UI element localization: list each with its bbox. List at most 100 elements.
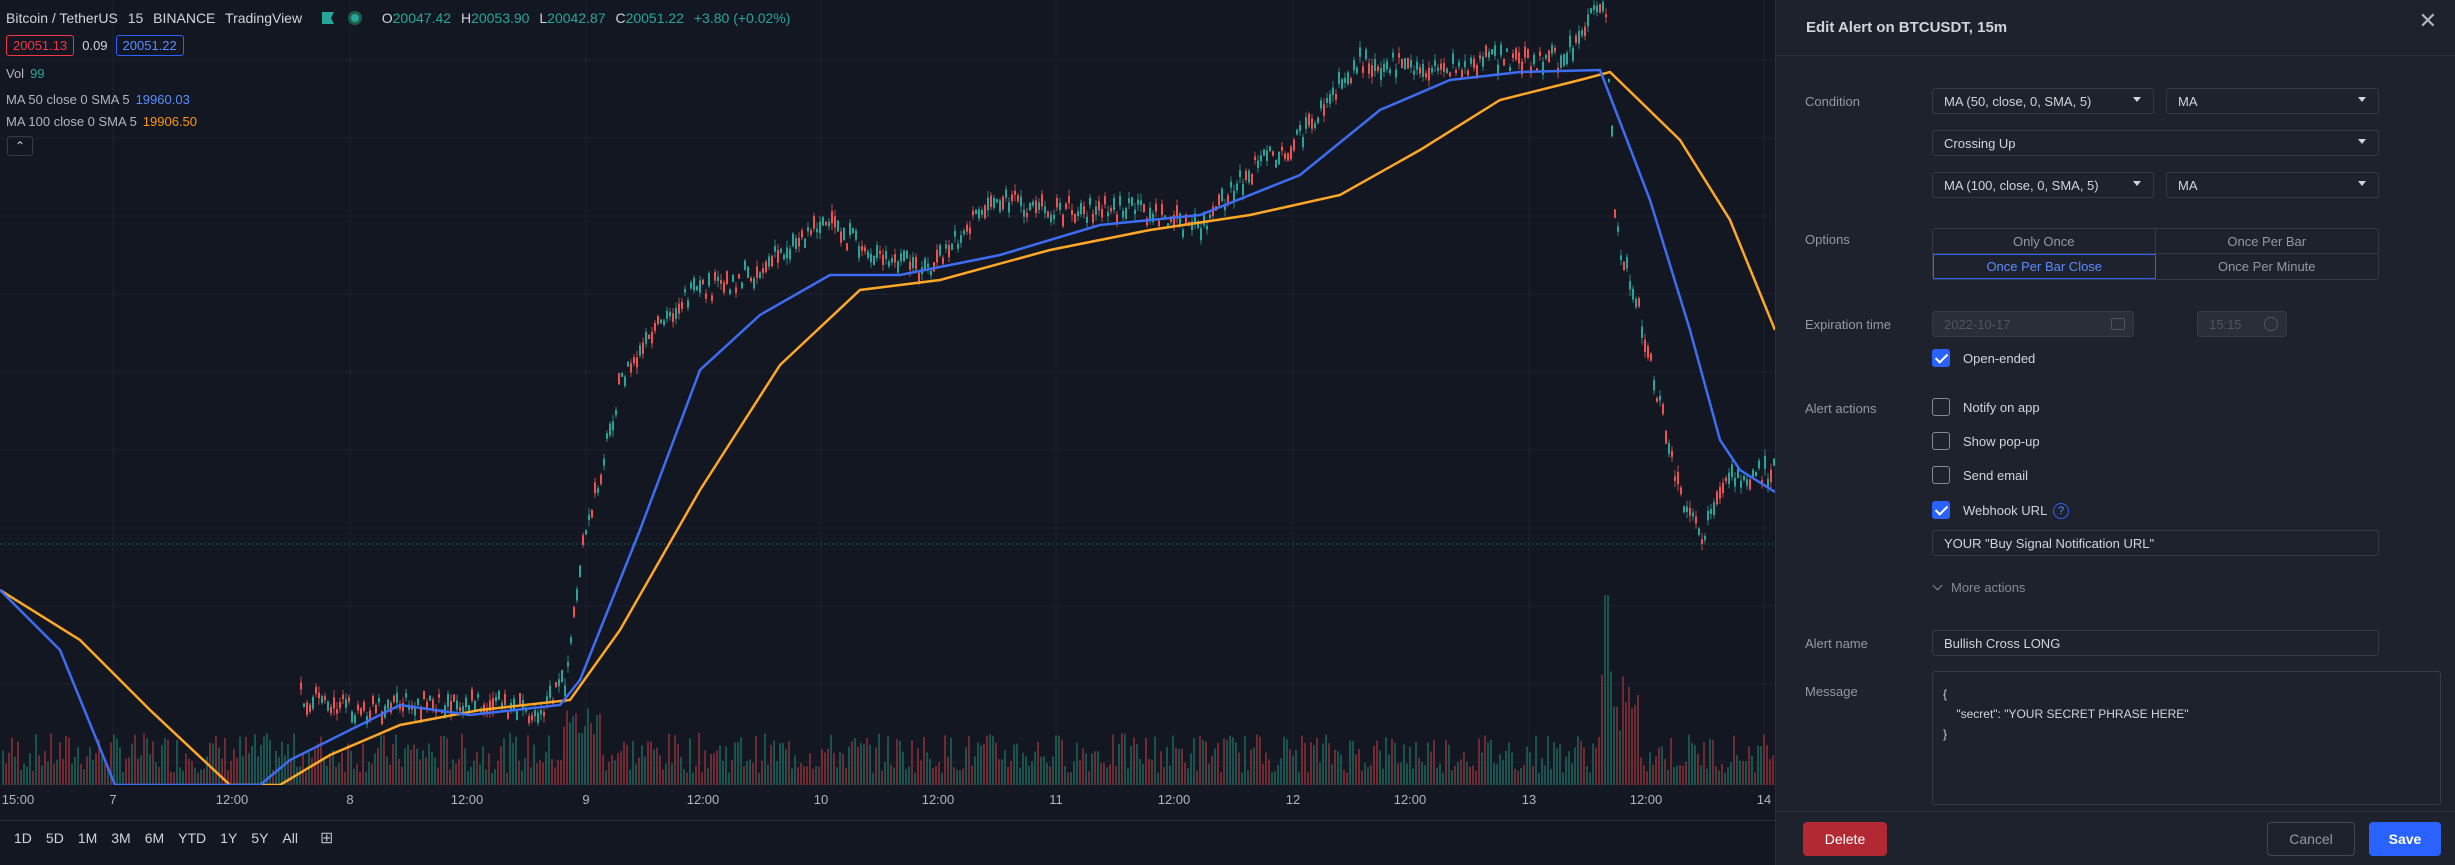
show-popup-checkbox[interactable] (1932, 432, 1950, 450)
range-button[interactable]: 5D (45, 829, 64, 846)
range-button[interactable]: 6M (144, 829, 165, 846)
more-actions-toggle[interactable]: More actions (1932, 580, 2025, 595)
low-value: 20042.87 (547, 10, 606, 26)
open-ended-checkbox[interactable] (1932, 349, 1950, 367)
range-button[interactable]: 3M (111, 829, 131, 846)
date-range-bar: 1D 5D 1M 3M 6M YTD 1Y 5Y All ⊞ (0, 820, 1775, 854)
sell-price-button[interactable]: 20051.13 (6, 35, 75, 56)
open-key: O (381, 10, 393, 26)
collapse-legend-button[interactable]: ⌃ (7, 136, 33, 156)
time-axis-label: 10 (813, 792, 829, 807)
dialog-footer (1775, 811, 2455, 865)
time-axis-label: 12:00 (215, 792, 249, 807)
indicator-ma100[interactable]: MA 100 close 0 SMA 5 19906.50 (6, 114, 197, 129)
notify-app-label: Notify on app (1963, 400, 2040, 415)
time-axis-label: 11 (1049, 792, 1063, 807)
change-value: +3.80 (+0.02%) (693, 10, 791, 26)
condition-target-select[interactable]: MA (100, close, 0, SMA, 5) (1932, 172, 2154, 198)
time-axis-label: 13 (1521, 792, 1537, 807)
time-axis-label: 9 (582, 792, 590, 807)
operator-value: Crossing Up (1944, 135, 2016, 151)
calendar-icon (2111, 318, 2125, 330)
chevron-down-icon (1932, 580, 1943, 591)
bid-ask-boxes: 20051.13 0.09 20051.22 (6, 35, 190, 56)
chevron-down-icon (2133, 181, 2141, 186)
delete-button[interactable]: Delete (1803, 822, 1887, 856)
low-key: L (539, 10, 548, 26)
message-textarea[interactable]: { "secret": "YOUR SECRET PHRASE HERE" } (1932, 671, 2441, 805)
range-button[interactable]: All (282, 829, 298, 846)
time-axis-label: 12:00 (921, 792, 955, 807)
message-label: Message (1805, 684, 1858, 699)
alert-name-label: Alert name (1805, 636, 1868, 651)
range-button[interactable]: 1Y (220, 829, 238, 846)
range-button[interactable]: 1M (77, 829, 98, 846)
buy-price-button[interactable]: 20051.22 (115, 35, 184, 56)
time-axis-label: 12:00 (1629, 792, 1663, 807)
chevron-down-icon (2358, 97, 2366, 102)
indicator-ma100-name: MA 100 close 0 SMA 5 (6, 114, 137, 129)
expiration-date-input[interactable]: 2022-10-17 (1932, 311, 2134, 337)
show-popup-label: Show pop-up (1963, 434, 2040, 449)
webhook-checkbox[interactable] (1932, 501, 1950, 519)
time-axis[interactable]: 15:00 7 12:00 8 12:00 9 12:00 10 12:00 11 12:00 12 1… (0, 787, 1775, 813)
condition-source-select[interactable]: MA (50, close, 0, SMA, 5) (1932, 88, 2154, 114)
options-label: Options (1805, 232, 1850, 247)
price-chart[interactable] (0, 0, 1775, 785)
close-value: 20051.22 (625, 10, 684, 26)
save-button[interactable]: Save (2369, 822, 2441, 856)
cancel-button[interactable]: Cancel (2267, 822, 2355, 856)
exchange-label: BINANCE (153, 10, 216, 26)
goto-date-icon[interactable]: ⊞ (319, 829, 334, 847)
option-once-per-minute[interactable]: Once Per Minute (2217, 259, 2316, 274)
open-ended-label: Open-ended (1963, 351, 2036, 366)
indicator-volume-value: 99 (30, 66, 45, 81)
indicator-ma50-value: 19960.03 (135, 92, 190, 107)
condition-source-plot-select[interactable]: MA (2166, 88, 2379, 114)
condition-target-plot-value: MA (2178, 177, 2198, 193)
help-icon[interactable]: ? (2053, 503, 2069, 519)
condition-target-value: MA (100, close, 0, SMA, 5) (1944, 177, 2099, 193)
chevron-down-icon (2358, 139, 2366, 144)
close-key: C (615, 10, 626, 26)
flag-icon[interactable] (321, 12, 334, 24)
indicator-ma50[interactable]: MA 50 close 0 SMA 5 19960.03 (6, 92, 190, 107)
send-email-checkbox[interactable] (1932, 466, 1950, 484)
chart-pane[interactable]: Bitcoin / TetherUS 15 BINANCE TradingVie… (0, 0, 1775, 865)
range-button[interactable]: 1D (14, 829, 32, 846)
range-button[interactable]: YTD (178, 829, 207, 846)
option-only-once[interactable]: Only Once (1933, 229, 2156, 254)
spread-value: 0.09 (82, 38, 108, 53)
indicator-ma100-value: 19906.50 (142, 114, 198, 129)
interval-label[interactable]: 15 (127, 10, 144, 26)
dialog-title: Edit Alert on BTCUSDT, 15m (1776, 0, 2455, 56)
option-once-per-bar[interactable]: Once Per Bar (2155, 229, 2378, 254)
chevron-down-icon (2133, 97, 2141, 102)
range-button[interactable]: 5Y (251, 829, 269, 846)
expiration-time-input[interactable]: 15:15 (2197, 311, 2287, 337)
time-axis-label: 15:00 (1, 792, 35, 807)
webhook-url-value: YOUR "Buy Signal Notification URL" (1944, 535, 2155, 551)
time-axis-label: 8 (346, 792, 354, 807)
symbol-name[interactable]: Bitcoin / TetherUS (6, 10, 118, 26)
condition-target-plot-select[interactable]: MA (2166, 172, 2379, 198)
symbol-legend: Bitcoin / TetherUS 15 BINANCE TradingVie… (6, 10, 796, 26)
notify-app-checkbox[interactable] (1932, 398, 1950, 416)
alert-name-input[interactable]: Bullish Cross LONG (1932, 630, 2379, 656)
open-value: 20047.42 (392, 10, 452, 26)
alert-name-value: Bullish Cross LONG (1944, 635, 2061, 651)
webhook-label: Webhook URL (1963, 503, 2048, 518)
send-email-label: Send email (1963, 468, 2029, 483)
alert-actions-label: Alert actions (1805, 401, 1877, 416)
trigger-options: Only Once Once Per Bar Once Per Bar Clos… (1932, 228, 2379, 280)
time-axis-label: 12:00 (686, 792, 720, 807)
close-icon[interactable]: ✕ (2418, 8, 2437, 33)
operator-select[interactable]: Crossing Up (1932, 130, 2379, 156)
time-axis-label: 7 (109, 792, 117, 807)
condition-source-value: MA (50, close, 0, SMA, 5) (1944, 93, 2092, 109)
indicator-volume[interactable]: Vol 99 (6, 66, 45, 81)
condition-label: Condition (1805, 94, 1860, 109)
option-once-per-bar-close[interactable]: Once Per Bar Close (1933, 254, 2156, 279)
market-open-icon (347, 11, 362, 25)
webhook-url-input[interactable]: YOUR "Buy Signal Notification URL" (1932, 530, 2379, 556)
